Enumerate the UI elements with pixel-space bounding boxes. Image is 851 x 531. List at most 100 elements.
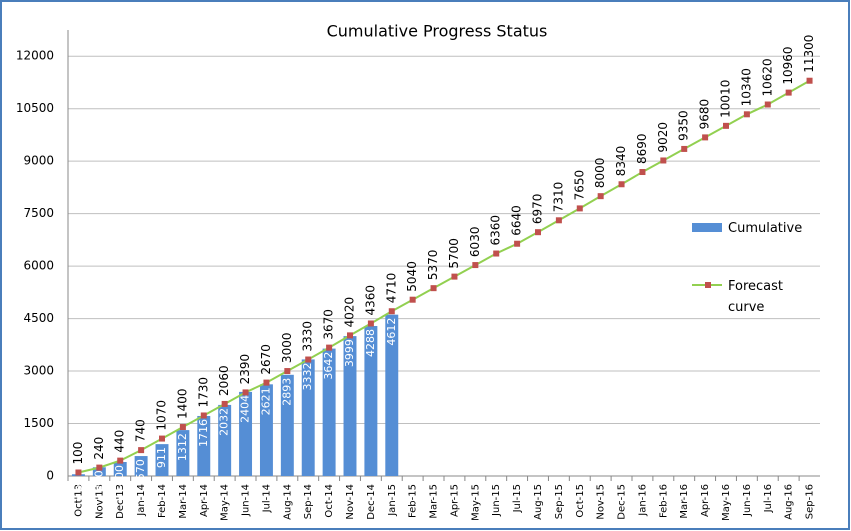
x-tick-label: Sep-16 [805, 484, 816, 519]
bar-value-label: 4288 [364, 329, 377, 357]
forecast-value-label: 10340 [739, 68, 753, 106]
forecast-value-label: 2060 [217, 365, 231, 396]
x-tick-label: Feb-16 [658, 484, 669, 518]
forecast-value-label: 740 [134, 419, 148, 442]
forecast-marker [764, 101, 771, 108]
bar [322, 348, 336, 476]
bar [155, 444, 169, 476]
x-tick-label: Mar-16 [679, 484, 690, 519]
x-tick-label: May-15 [470, 484, 481, 521]
bar-value-label: 2404 [239, 395, 252, 423]
legend-label: Cumulative [728, 221, 803, 236]
forecast-value-label: 8340 [614, 146, 628, 177]
x-tick-label: Jul-14 [261, 484, 272, 513]
forecast-value-label: 6360 [489, 215, 503, 246]
x-tick-label: Aug-16 [784, 484, 795, 520]
x-tick-label: Dec-14 [366, 484, 377, 520]
forecast-marker [138, 447, 145, 454]
bar [301, 359, 315, 476]
y-tick-label: 6000 [23, 259, 54, 273]
x-tick-label: Nov-15 [596, 484, 607, 520]
forecast-marker [681, 145, 688, 152]
bar-value-label: 400 [113, 465, 126, 486]
y-tick-label: 3000 [23, 364, 54, 378]
forecast-value-label: 1730 [196, 377, 210, 408]
x-tick-label: Dec'13 [115, 484, 126, 519]
x-tick-label: Feb-15 [408, 484, 419, 518]
forecast-marker [284, 368, 291, 375]
x-tick-label: Oct'13 [73, 484, 84, 517]
forecast-marker [409, 296, 416, 303]
x-tick-label: Sep-14 [303, 484, 314, 519]
forecast-marker [96, 464, 103, 471]
y-tick-label: 1500 [23, 416, 54, 430]
forecast-value-label: 7310 [551, 182, 565, 213]
forecast-value-label: 440 [113, 430, 127, 453]
forecast-value-label: 10010 [719, 80, 733, 118]
forecast-value-label: 2390 [238, 354, 252, 385]
x-tick-label: Oct-15 [575, 484, 586, 518]
bar [385, 314, 399, 476]
forecast-marker [597, 193, 604, 200]
forecast-value-label: 6640 [510, 205, 524, 236]
bar-value-label: 250 [92, 470, 105, 491]
forecast-value-label: 4020 [343, 297, 357, 328]
y-tick-label: 4500 [23, 311, 54, 325]
forecast-marker [221, 400, 228, 407]
forecast-marker [723, 122, 729, 129]
bar-value-label: 3642 [322, 352, 335, 380]
forecast-value-label: 5700 [447, 238, 461, 269]
forecast-value-label: 2670 [259, 344, 273, 375]
x-tick-label: Aug-14 [282, 484, 293, 520]
forecast-value-label: 3330 [301, 321, 315, 352]
forecast-marker [242, 389, 249, 396]
bar-value-label: 2621 [259, 387, 272, 415]
forecast-value-label: 5040 [405, 261, 419, 292]
bar [113, 462, 127, 476]
forecast-value-label: 1400 [175, 388, 189, 419]
x-tick-label: Jan-14 [136, 484, 147, 517]
y-tick-label: 10500 [16, 101, 54, 115]
forecast-marker [347, 332, 353, 339]
bar-value-label: 3999 [343, 339, 356, 367]
chart-title: Cumulative Progress Status [327, 22, 548, 41]
forecast-marker [159, 435, 165, 442]
forecast-marker [388, 308, 395, 315]
bar-value-label: 1312 [176, 433, 189, 461]
y-tick-label: 12000 [16, 49, 54, 63]
x-tick-label: Jan-16 [637, 484, 648, 517]
x-tick-label: Jun-14 [241, 484, 252, 517]
x-tick-label: Jun-15 [491, 484, 502, 517]
forecast-value-label: 4710 [384, 273, 398, 304]
forecast-value-label: 3670 [322, 309, 336, 340]
forecast-marker [639, 169, 646, 176]
x-tick-label: Jul-16 [763, 484, 774, 513]
bar [176, 430, 190, 476]
bar [197, 415, 211, 476]
forecast-value-label: 10620 [760, 58, 774, 96]
forecast-value-label: 6970 [531, 194, 545, 225]
forecast-marker [326, 344, 333, 351]
forecast-value-label: 1070 [155, 400, 169, 431]
forecast-line [78, 79, 811, 474]
x-tick-label: Oct-14 [324, 484, 335, 518]
legend-swatch [692, 282, 722, 288]
legend-marker [705, 282, 711, 288]
forecast-value-label: 8690 [635, 133, 649, 164]
forecast-marker [472, 262, 479, 269]
bar-value-label: 4612 [385, 318, 398, 346]
forecast-marker [555, 217, 562, 224]
y-tick-label: 9000 [23, 154, 54, 168]
x-tick-label: Feb-14 [157, 484, 168, 518]
bar [134, 456, 148, 476]
bar-value-label: 2032 [218, 408, 231, 436]
bar [92, 467, 106, 476]
forecast-value-label: 9350 [677, 110, 691, 141]
y-tick-label: 7500 [23, 206, 54, 220]
forecast-marker [743, 111, 750, 118]
x-tick-label: Mar-15 [429, 484, 440, 519]
forecast-marker [305, 356, 312, 363]
x-tick-label: Nov'13 [94, 484, 105, 519]
bar-value-label: 3332 [301, 362, 314, 390]
